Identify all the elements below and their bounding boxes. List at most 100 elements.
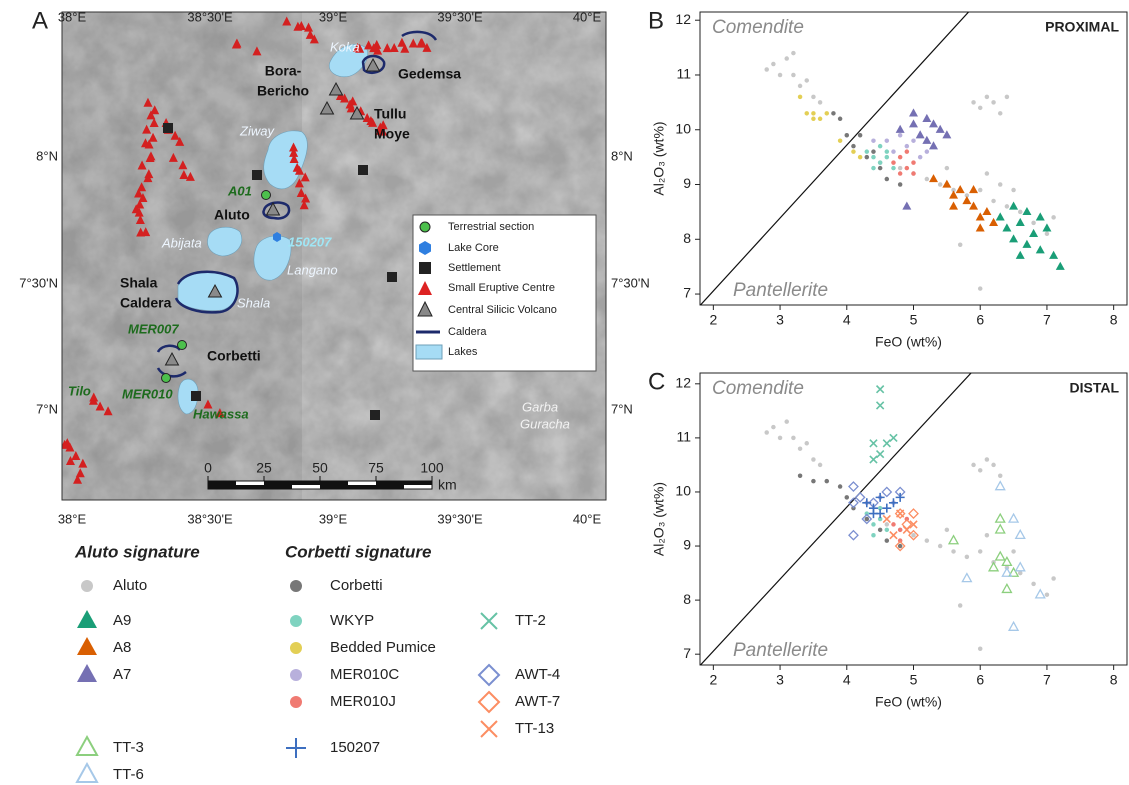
region-label: Comendite	[712, 378, 804, 399]
map-label: Garba	[522, 399, 558, 414]
data-point	[978, 106, 983, 111]
lat-label: 7°N	[36, 401, 58, 416]
legend-symbol	[419, 262, 431, 274]
data-point	[778, 73, 783, 78]
legend-swatch	[481, 613, 497, 629]
lat-label: 7°30'N	[611, 275, 650, 290]
data-point	[898, 133, 903, 138]
data-point	[978, 549, 983, 554]
map-legend-label: Lakes	[448, 346, 478, 358]
panel-annotation: PROXIMAL	[1045, 19, 1119, 35]
legend-symbol	[420, 222, 430, 232]
x-tick-label: 4	[843, 312, 851, 328]
lon-label: 39°E	[319, 511, 348, 526]
data-point	[885, 155, 890, 160]
scale-segment	[236, 485, 264, 489]
data-point	[898, 171, 903, 176]
data-point	[838, 138, 843, 143]
lon-label: 38°E	[58, 511, 87, 526]
data-point	[878, 144, 883, 149]
data-point	[871, 166, 876, 171]
scale-label: 50	[312, 460, 328, 476]
data-point	[958, 603, 963, 608]
data-point	[891, 166, 896, 171]
data-point	[798, 473, 803, 478]
y-axis-title: Al₂O₃ (wt%)	[651, 482, 667, 556]
x-tick-label: 2	[709, 312, 717, 328]
data-point	[898, 544, 903, 549]
data-point	[1018, 210, 1023, 215]
data-point	[998, 473, 1003, 478]
x-tick-label: 3	[776, 672, 784, 688]
data-point	[818, 117, 823, 122]
data-point	[764, 430, 769, 435]
map-label: Corbetti	[207, 348, 261, 364]
data-point	[985, 171, 990, 176]
data-point	[978, 286, 983, 291]
map-label: Shala	[237, 295, 270, 310]
data-point	[771, 425, 776, 430]
map-label: Guracha	[520, 416, 570, 431]
legend-swatch	[77, 610, 97, 628]
data-point	[764, 67, 769, 72]
legend-swatch	[77, 664, 97, 682]
data-point	[1018, 571, 1023, 576]
legend-label: TT-13	[515, 720, 554, 737]
data-point	[885, 177, 890, 182]
legend-swatch	[290, 642, 302, 654]
data-point	[945, 528, 950, 533]
data-point	[925, 149, 930, 154]
data-point	[978, 647, 983, 652]
y-tick-label: 10	[675, 483, 691, 499]
data-point	[825, 111, 830, 116]
data-point	[891, 522, 896, 527]
legend-label: AWT-4	[515, 666, 560, 683]
legend-header: Corbetti signature	[285, 542, 431, 561]
x-tick-label: 2	[709, 672, 717, 688]
lat-label: 8°N	[611, 148, 633, 163]
legend-symbol	[416, 345, 442, 359]
data-point	[885, 149, 890, 154]
map-legend-label: Caldera	[448, 326, 487, 338]
legend-swatch	[77, 764, 97, 782]
data-point	[885, 538, 890, 543]
scale-segment	[348, 485, 376, 489]
figure: 2345678789101112ComenditePantelleritePRO…	[0, 0, 1129, 785]
map-label: Bora-	[265, 63, 302, 79]
data-point	[1045, 592, 1050, 597]
map-label: 150207	[288, 234, 332, 249]
lat-label: 7°N	[611, 401, 633, 416]
data-point	[811, 457, 816, 462]
x-tick-label: 8	[1110, 672, 1118, 688]
data-point	[818, 100, 823, 105]
data-point	[1011, 188, 1016, 193]
y-tick-label: 12	[675, 11, 691, 27]
data-point	[791, 51, 796, 56]
data-point	[938, 182, 943, 187]
map-label: Tullu	[374, 106, 406, 122]
data-point	[925, 177, 930, 182]
plot-area	[700, 12, 1127, 305]
legend-swatch	[479, 692, 499, 712]
data-point	[811, 117, 816, 122]
legend-swatch	[286, 738, 306, 758]
data-point	[978, 188, 983, 193]
data-point	[871, 522, 876, 527]
data-point	[1051, 576, 1056, 581]
data-point	[871, 149, 876, 154]
map-label: MER007	[128, 321, 179, 336]
legend-label: WKYP	[330, 612, 374, 629]
data-point	[971, 463, 976, 468]
data-point	[838, 484, 843, 489]
data-point	[865, 149, 870, 154]
data-point	[798, 95, 803, 100]
scale-segment	[404, 481, 432, 485]
settlement	[252, 170, 262, 180]
region-label: Pantellerite	[733, 280, 828, 301]
map-label: Tilo	[68, 383, 91, 398]
map-label: A01	[227, 183, 252, 198]
data-point	[858, 133, 863, 138]
data-point	[865, 517, 870, 522]
legend-label: MER010C	[330, 666, 399, 683]
lat-label: 7°30'N	[19, 275, 58, 290]
